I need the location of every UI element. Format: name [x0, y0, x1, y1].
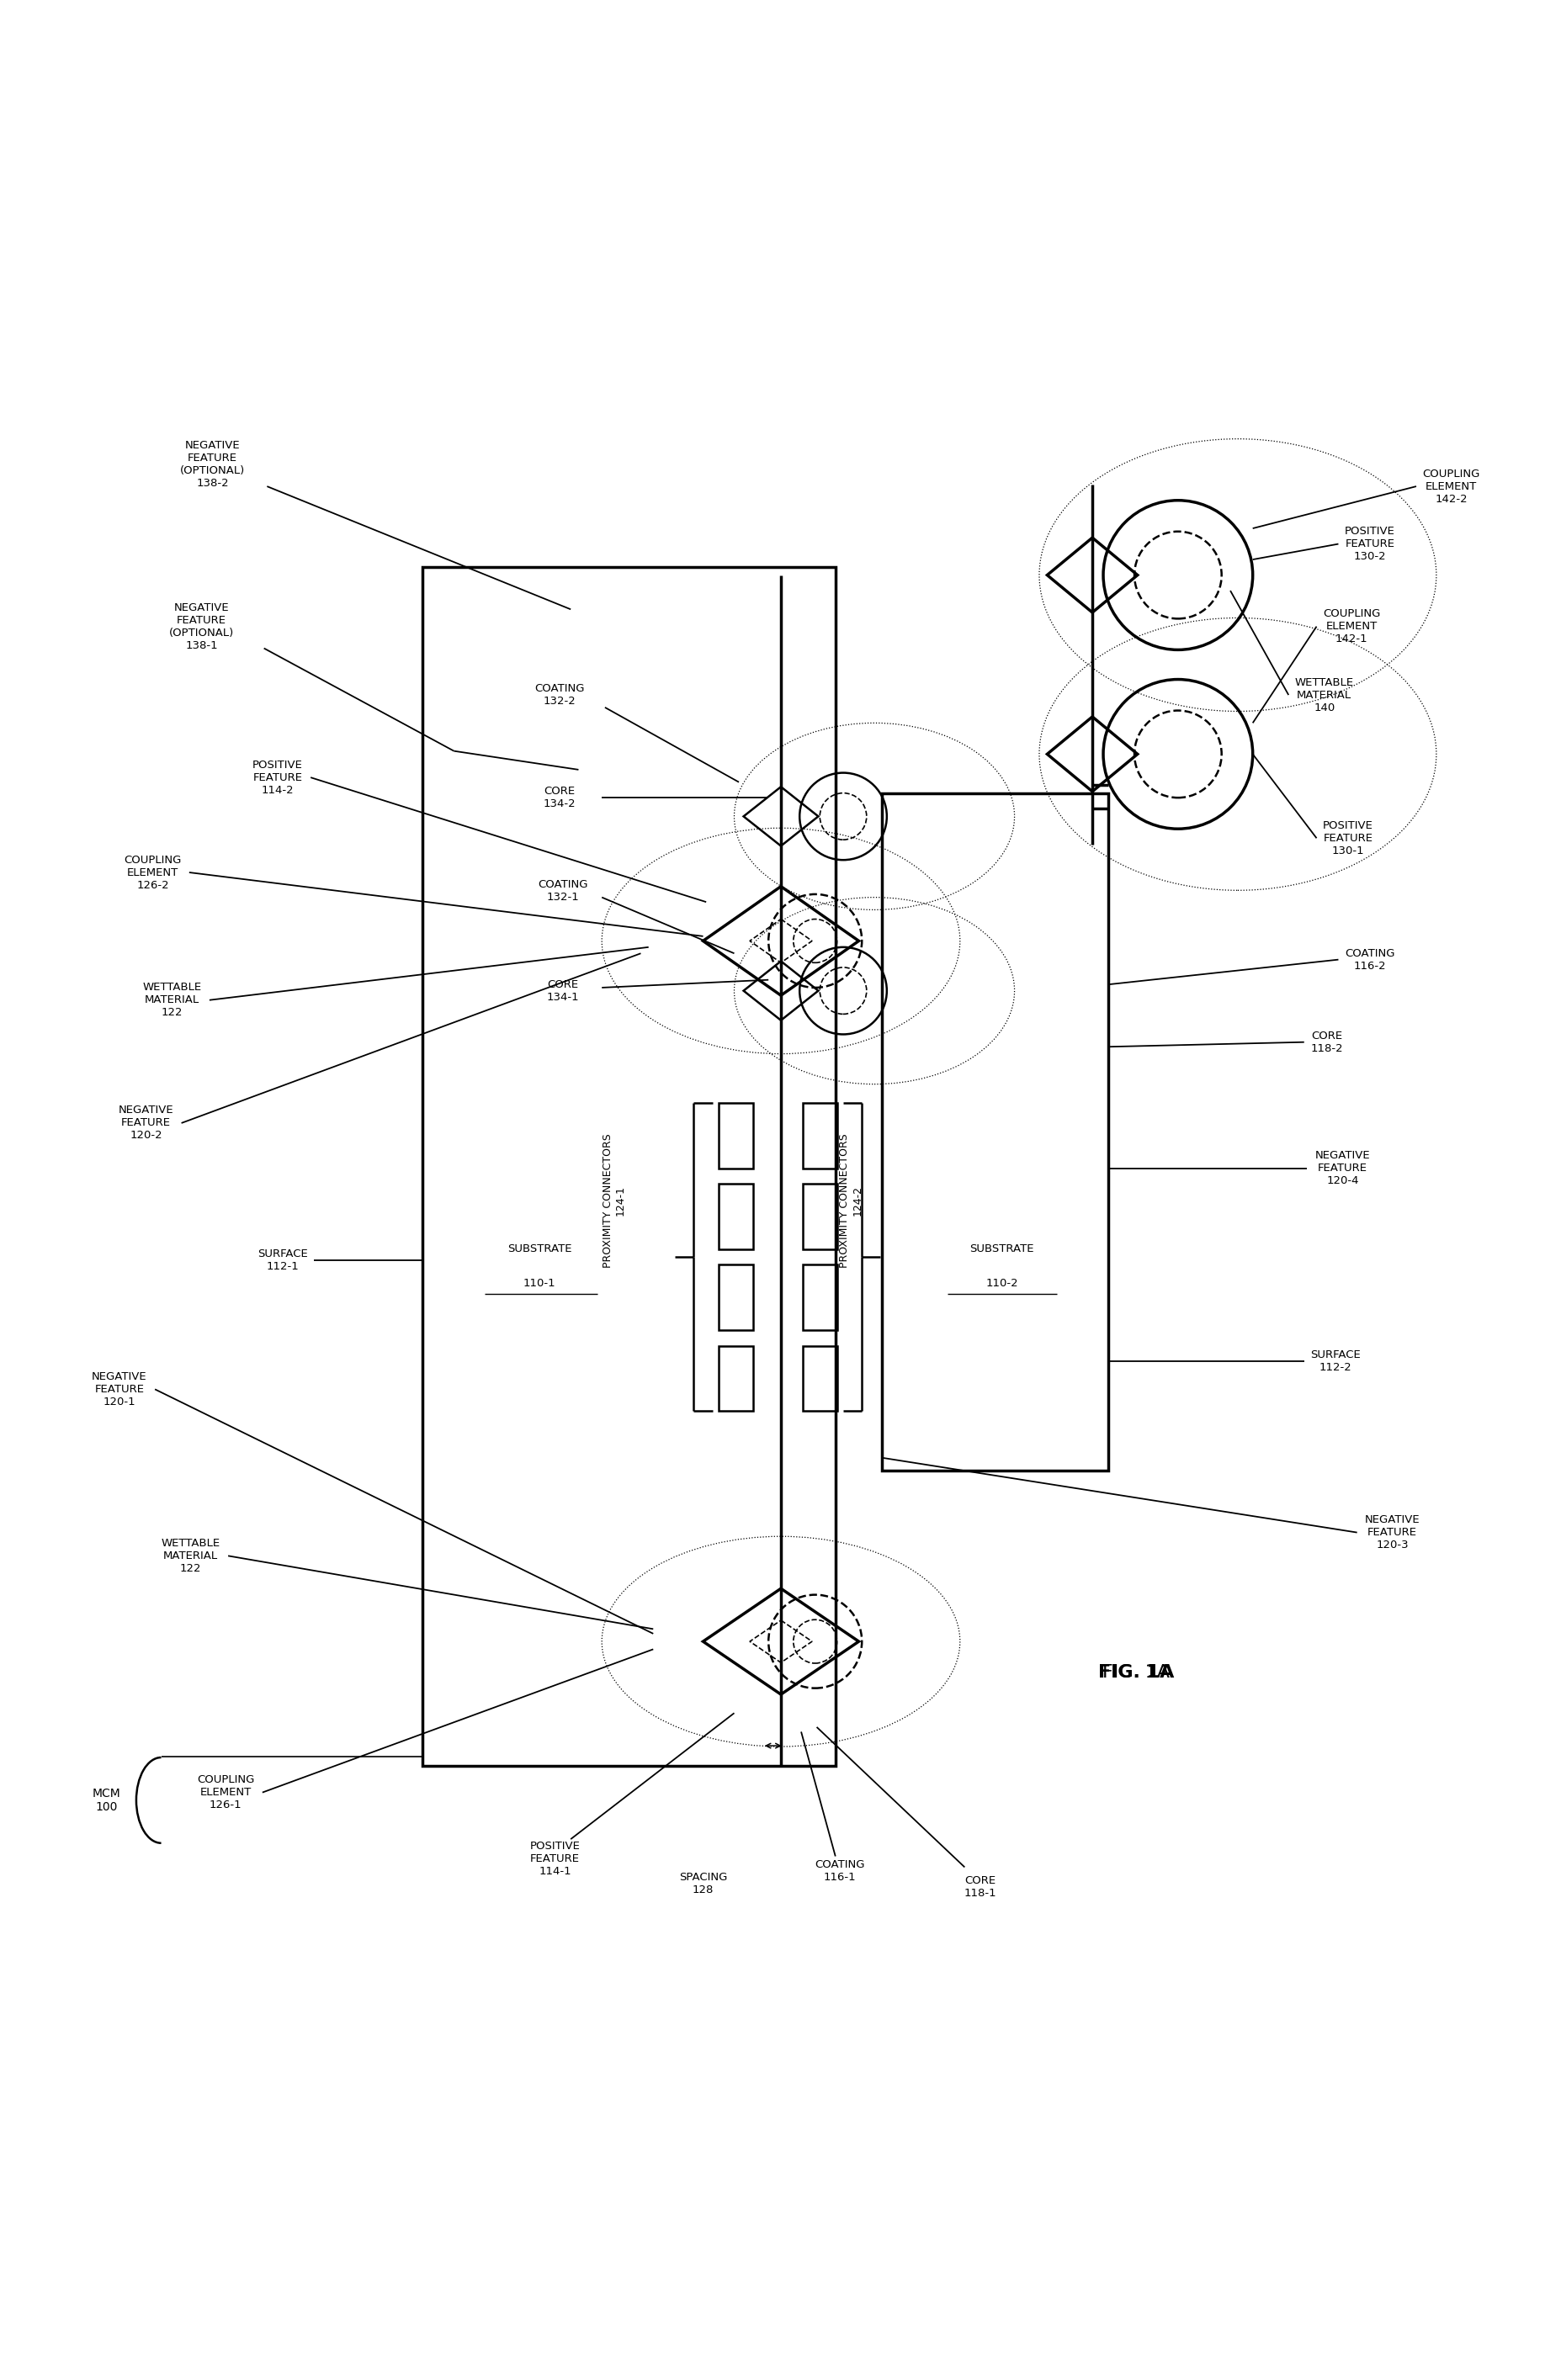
Text: POSITIVE
FEATURE
114-1: POSITIVE FEATURE 114-1: [529, 1840, 581, 1878]
Text: WETTABLE
MATERIAL
122: WETTABLE MATERIAL 122: [142, 983, 201, 1019]
Text: SUBSTRATE: SUBSTRATE: [969, 1245, 1033, 1254]
Text: COATING
116-2: COATING 116-2: [1344, 947, 1394, 971]
Text: COUPLING
ELEMENT
142-2: COUPLING ELEMENT 142-2: [1422, 469, 1480, 505]
Text: FIG. 1A: FIG. 1A: [1097, 1664, 1174, 1680]
Text: PROXIMITY CONNECTORS
124-1: PROXIMITY CONNECTORS 124-1: [603, 1133, 626, 1269]
Text: 110-2: 110-2: [985, 1278, 1018, 1290]
Bar: [802, 1102, 837, 1169]
Text: COATING
116-1: COATING 116-1: [815, 1859, 865, 1883]
Text: POSITIVE
FEATURE
130-2: POSITIVE FEATURE 130-2: [1344, 526, 1394, 562]
Text: FIG. 1A: FIG. 1A: [1102, 1664, 1169, 1680]
Bar: [718, 1183, 752, 1250]
Text: NEGATIVE
FEATURE
120-4: NEGATIVE FEATURE 120-4: [1314, 1150, 1369, 1185]
Text: 110-1: 110-1: [523, 1278, 556, 1290]
Bar: [718, 1264, 752, 1330]
Text: NEGATIVE
FEATURE
120-2: NEGATIVE FEATURE 120-2: [119, 1104, 173, 1140]
Text: NEGATIVE
FEATURE
120-3: NEGATIVE FEATURE 120-3: [1364, 1514, 1419, 1552]
Text: PROXIMITY CONNECTORS
124-2: PROXIMITY CONNECTORS 124-2: [838, 1133, 862, 1269]
Text: WETTABLE
MATERIAL
122: WETTABLE MATERIAL 122: [161, 1537, 220, 1573]
Bar: [802, 1183, 837, 1250]
Text: CORE
118-1: CORE 118-1: [963, 1875, 996, 1899]
Text: SURFACE
112-1: SURFACE 112-1: [258, 1247, 308, 1271]
Bar: [802, 1264, 837, 1330]
Bar: [718, 1345, 752, 1411]
Text: MCM
100: MCM 100: [92, 1787, 122, 1814]
Text: CORE
134-1: CORE 134-1: [546, 978, 579, 1002]
Text: COATING
132-1: COATING 132-1: [537, 878, 587, 902]
Text: SURFACE
112-2: SURFACE 112-2: [1310, 1349, 1360, 1373]
Bar: [423, 566, 835, 1766]
Text: NEGATIVE
FEATURE
(OPTIONAL)
138-2: NEGATIVE FEATURE (OPTIONAL) 138-2: [180, 440, 245, 488]
Bar: [882, 793, 1107, 1471]
Text: CORE
134-2: CORE 134-2: [543, 785, 576, 809]
Text: COATING
132-2: COATING 132-2: [534, 683, 584, 707]
Text: NEGATIVE
FEATURE
(OPTIONAL)
138-1: NEGATIVE FEATURE (OPTIONAL) 138-1: [169, 602, 234, 650]
Text: NEGATIVE
FEATURE
120-1: NEGATIVE FEATURE 120-1: [92, 1371, 147, 1407]
Text: COUPLING
ELEMENT
126-1: COUPLING ELEMENT 126-1: [197, 1775, 254, 1811]
Bar: [718, 1102, 752, 1169]
Text: SUBSTRATE: SUBSTRATE: [507, 1245, 571, 1254]
Text: SPACING
128: SPACING 128: [679, 1871, 727, 1894]
Text: COUPLING
ELEMENT
142-1: COUPLING ELEMENT 142-1: [1322, 609, 1380, 645]
Bar: [802, 1345, 837, 1411]
Text: POSITIVE
FEATURE
114-2: POSITIVE FEATURE 114-2: [253, 759, 303, 795]
Text: COUPLING
ELEMENT
126-2: COUPLING ELEMENT 126-2: [123, 854, 181, 890]
Text: CORE
118-2: CORE 118-2: [1310, 1031, 1342, 1054]
Text: WETTABLE
MATERIAL
140: WETTABLE MATERIAL 140: [1294, 676, 1353, 714]
Text: POSITIVE
FEATURE
130-1: POSITIVE FEATURE 130-1: [1322, 821, 1372, 857]
